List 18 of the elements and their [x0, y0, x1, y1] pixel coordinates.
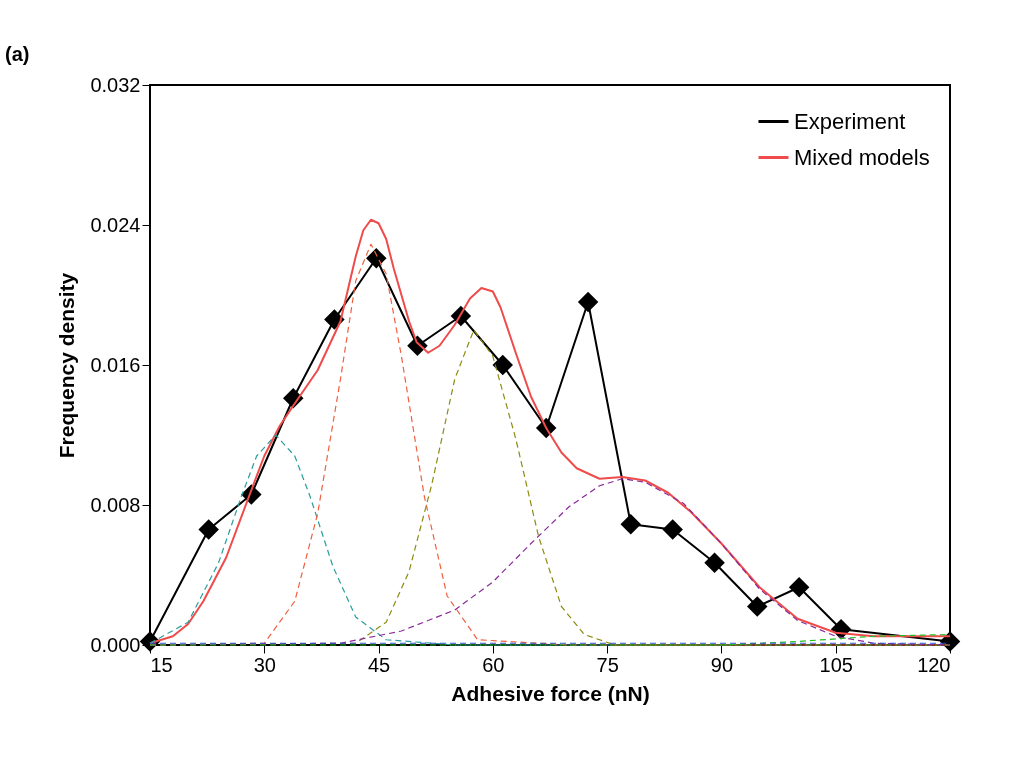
text: (a) [5, 43, 30, 65]
legend-label: Mixed models [794, 144, 930, 170]
x-tick-label: 75 [596, 653, 619, 676]
y-axis-title: Frequency density [55, 272, 79, 459]
y-tick-label: 0.032 [90, 73, 141, 96]
x-axis-title: Adhesive force (nN) [451, 681, 650, 705]
x-tick-label: 30 [253, 653, 276, 676]
y-tick-label: 0.000 [90, 633, 141, 656]
y-tick-label: 0.016 [90, 353, 141, 376]
x-tick-label: 105 [819, 653, 853, 676]
x-tick-label: 90 [710, 653, 734, 676]
x-tick-label: 120 [917, 653, 951, 676]
y-tick-label: 0.024 [90, 213, 141, 236]
x-tick-label: 15 [150, 653, 173, 676]
legend-label: Experiment [794, 108, 906, 134]
x-tick-label: 60 [482, 653, 505, 676]
y-tick-label: 0.008 [90, 493, 141, 516]
x-tick-label: 45 [367, 653, 391, 676]
